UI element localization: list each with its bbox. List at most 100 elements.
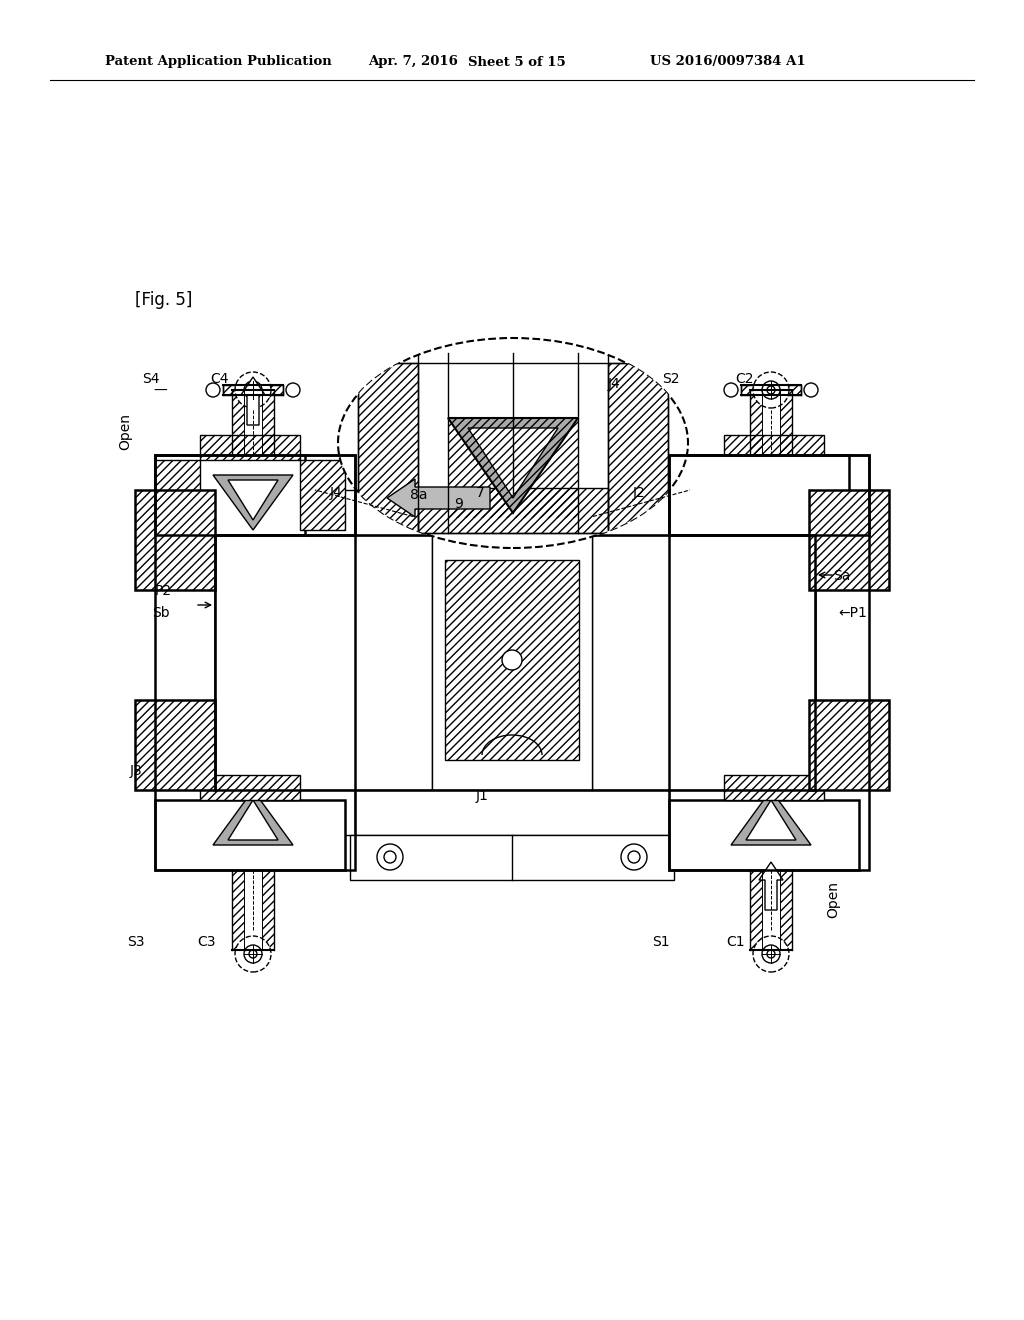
Polygon shape xyxy=(731,475,811,531)
Text: Sa: Sa xyxy=(833,569,850,583)
Bar xyxy=(669,789,809,836)
Bar xyxy=(750,870,762,950)
Bar xyxy=(262,870,274,950)
Bar xyxy=(724,436,824,459)
Bar xyxy=(780,389,792,455)
Circle shape xyxy=(286,383,300,397)
Text: [Fig. 5]: [Fig. 5] xyxy=(135,290,193,309)
Polygon shape xyxy=(213,475,293,531)
Bar xyxy=(418,488,608,533)
Bar xyxy=(135,700,215,789)
Circle shape xyxy=(753,936,790,972)
Text: US 2016/0097384 A1: US 2016/0097384 A1 xyxy=(650,55,806,69)
Polygon shape xyxy=(468,428,558,498)
Bar xyxy=(750,389,762,455)
Bar xyxy=(809,700,889,789)
Circle shape xyxy=(244,945,262,964)
Bar xyxy=(135,490,215,590)
Bar xyxy=(445,560,579,760)
Bar xyxy=(215,490,355,535)
Text: J4: J4 xyxy=(330,486,343,500)
Bar xyxy=(509,465,639,490)
Bar xyxy=(669,789,809,836)
Ellipse shape xyxy=(338,338,688,548)
Circle shape xyxy=(502,649,522,671)
Text: S2: S2 xyxy=(663,372,680,385)
Text: Patent Application Publication: Patent Application Publication xyxy=(105,55,332,69)
Bar xyxy=(155,455,305,535)
Bar xyxy=(300,789,345,855)
Bar xyxy=(809,700,889,789)
Bar xyxy=(215,535,815,789)
Bar xyxy=(669,490,809,535)
Bar xyxy=(741,385,801,395)
Bar xyxy=(679,459,724,531)
Text: 9: 9 xyxy=(454,498,463,511)
Text: J2: J2 xyxy=(633,486,646,500)
Circle shape xyxy=(753,372,790,408)
Bar xyxy=(669,490,809,535)
Bar xyxy=(608,363,668,533)
Bar xyxy=(155,455,355,535)
Polygon shape xyxy=(746,480,796,520)
Polygon shape xyxy=(213,789,293,845)
Bar xyxy=(350,836,674,880)
Text: 8a: 8a xyxy=(410,488,427,502)
Circle shape xyxy=(724,383,738,397)
Circle shape xyxy=(628,851,640,863)
Circle shape xyxy=(377,843,403,870)
Bar xyxy=(215,789,355,836)
Text: Open: Open xyxy=(118,413,132,450)
Bar xyxy=(215,490,355,535)
Bar xyxy=(155,465,200,531)
Polygon shape xyxy=(228,480,278,520)
Bar xyxy=(135,490,215,590)
Circle shape xyxy=(384,851,396,863)
Text: Open: Open xyxy=(826,882,840,919)
Bar xyxy=(215,535,815,789)
Polygon shape xyxy=(228,800,278,840)
Bar xyxy=(592,535,815,789)
Bar xyxy=(355,789,669,836)
Text: J4: J4 xyxy=(608,378,621,391)
Circle shape xyxy=(234,372,271,408)
Circle shape xyxy=(762,945,780,964)
Circle shape xyxy=(206,383,220,397)
Circle shape xyxy=(767,385,775,393)
Bar xyxy=(215,535,432,789)
Bar xyxy=(669,800,859,870)
Bar xyxy=(385,465,515,490)
Text: ←P1: ←P1 xyxy=(838,606,867,620)
Bar xyxy=(155,800,345,870)
Bar xyxy=(215,789,355,836)
Text: Apr. 7, 2016: Apr. 7, 2016 xyxy=(368,55,458,69)
Bar xyxy=(781,385,801,395)
Bar xyxy=(300,459,345,531)
Polygon shape xyxy=(746,800,796,840)
Bar xyxy=(509,465,515,490)
Circle shape xyxy=(804,383,818,397)
Bar xyxy=(741,385,761,395)
Circle shape xyxy=(621,843,647,870)
Text: C2: C2 xyxy=(735,372,754,385)
Text: P2: P2 xyxy=(155,583,172,598)
Text: S1: S1 xyxy=(652,935,670,949)
Polygon shape xyxy=(731,789,811,845)
Bar xyxy=(669,455,869,870)
FancyArrow shape xyxy=(387,479,490,517)
Text: —: — xyxy=(154,384,167,399)
Bar xyxy=(232,870,244,950)
Circle shape xyxy=(249,385,257,393)
Bar xyxy=(355,490,669,535)
Text: Sheet 5 of 15: Sheet 5 of 15 xyxy=(468,55,565,69)
Bar xyxy=(232,389,244,455)
Bar xyxy=(263,385,283,395)
Bar xyxy=(223,385,283,395)
Polygon shape xyxy=(449,418,578,513)
Circle shape xyxy=(762,381,780,399)
Bar xyxy=(385,465,515,490)
Text: J3: J3 xyxy=(130,764,142,777)
Bar xyxy=(358,363,418,533)
Bar xyxy=(780,870,792,950)
Bar xyxy=(155,789,200,855)
